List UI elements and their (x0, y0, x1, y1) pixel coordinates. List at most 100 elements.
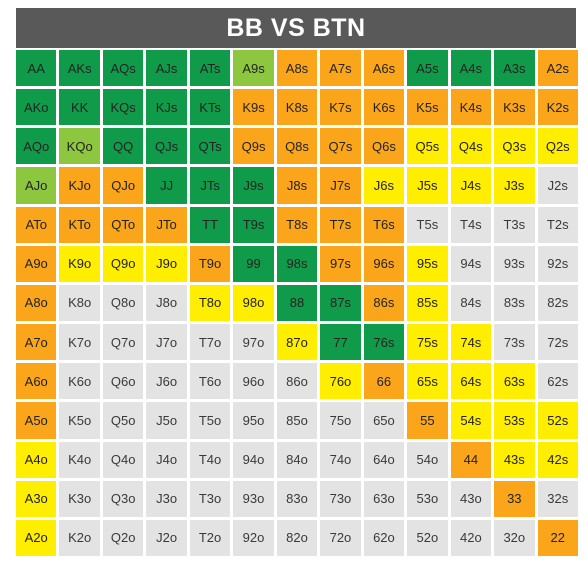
hand-cell[interactable]: K4s (450, 89, 492, 126)
hand-cell[interactable]: T5s (407, 206, 448, 243)
hand-cell[interactable]: T8o (189, 284, 231, 322)
hand-cell[interactable]: 98o (233, 284, 274, 322)
hand-cell[interactable]: 65s (407, 363, 448, 400)
hand-cell[interactable]: T7o (189, 324, 231, 361)
hand-cell[interactable]: Q3o (102, 480, 144, 517)
hand-cell[interactable]: KQo (59, 128, 100, 165)
hand-cell[interactable]: T9s (233, 206, 274, 243)
hand-cell[interactable]: 64o (363, 441, 405, 478)
hand-cell[interactable]: A3s (494, 50, 535, 87)
hand-cell[interactable]: Q9o (102, 245, 144, 282)
hand-cell[interactable]: Q2o (102, 519, 144, 556)
hand-cell[interactable]: A5o (16, 402, 57, 439)
hand-cell[interactable]: ATs (189, 50, 231, 87)
hand-cell[interactable]: 84s (450, 284, 492, 322)
hand-cell[interactable]: 54o (407, 441, 448, 478)
hand-cell[interactable]: Q6s (363, 128, 405, 165)
hand-cell[interactable]: 82o (276, 519, 318, 556)
hand-cell[interactable]: Q8o (102, 284, 144, 322)
hand-cell[interactable]: J3o (146, 480, 187, 517)
hand-cell[interactable]: A3o (16, 480, 57, 517)
hand-cell[interactable]: 72s (537, 324, 578, 361)
hand-cell[interactable]: 96o (233, 363, 274, 400)
hand-cell[interactable]: K2s (537, 89, 578, 126)
hand-cell[interactable]: 87o (276, 324, 318, 361)
hand-cell[interactable]: KJo (59, 167, 100, 204)
hand-cell[interactable]: J9o (146, 245, 187, 282)
hand-cell[interactable]: KTo (59, 206, 100, 243)
hand-cell[interactable]: 52o (407, 519, 448, 556)
hand-cell[interactable]: K7o (59, 324, 100, 361)
hand-cell[interactable]: A9o (16, 245, 57, 282)
hand-cell[interactable]: TT (189, 206, 231, 243)
hand-cell[interactable]: 85o (276, 402, 318, 439)
hand-cell[interactable]: J6s (363, 167, 405, 204)
hand-cell[interactable]: 82s (537, 284, 578, 322)
hand-cell[interactable]: 74s (450, 324, 492, 361)
hand-cell[interactable]: A8o (16, 284, 57, 322)
hand-cell[interactable]: 87s (320, 284, 361, 322)
hand-cell[interactable]: 98s (276, 245, 318, 282)
hand-cell[interactable]: T3s (494, 206, 535, 243)
hand-cell[interactable]: Q5o (102, 402, 144, 439)
hand-cell[interactable]: QJs (146, 128, 187, 165)
hand-cell[interactable]: Q9s (233, 128, 274, 165)
hand-cell[interactable]: AKs (59, 50, 100, 87)
hand-cell[interactable]: 53s (494, 402, 535, 439)
hand-cell[interactable]: 93o (233, 480, 274, 517)
hand-cell[interactable]: Q8s (276, 128, 318, 165)
hand-cell[interactable]: 43o (450, 480, 492, 517)
hand-cell[interactable]: Q4o (102, 441, 144, 478)
hand-cell[interactable]: 76o (320, 363, 361, 400)
hand-cell[interactable]: 52s (537, 402, 578, 439)
hand-cell[interactable]: A4s (450, 50, 492, 87)
hand-cell[interactable]: 73s (494, 324, 535, 361)
hand-cell[interactable]: 76s (363, 324, 405, 361)
hand-cell[interactable]: J8s (276, 167, 318, 204)
hand-cell[interactable]: 95s (407, 245, 448, 282)
hand-cell[interactable]: QTo (102, 206, 144, 243)
hand-cell[interactable]: 32s (537, 480, 578, 517)
hand-cell[interactable]: 88 (276, 284, 318, 322)
hand-cell[interactable]: 22 (537, 519, 578, 556)
hand-cell[interactable]: T4o (189, 441, 231, 478)
hand-cell[interactable]: T6o (189, 363, 231, 400)
hand-cell[interactable]: K2o (59, 519, 100, 556)
hand-cell[interactable]: 66 (363, 363, 405, 400)
hand-cell[interactable]: A4o (16, 441, 57, 478)
hand-cell[interactable]: T6s (363, 206, 405, 243)
hand-cell[interactable]: 63s (494, 363, 535, 400)
hand-cell[interactable]: 65o (363, 402, 405, 439)
hand-cell[interactable]: 33 (494, 480, 535, 517)
hand-cell[interactable]: Q5s (407, 128, 448, 165)
hand-cell[interactable]: 77 (320, 324, 361, 361)
hand-cell[interactable]: 73o (320, 480, 361, 517)
hand-cell[interactable]: J4s (450, 167, 492, 204)
hand-cell[interactable]: QTs (189, 128, 231, 165)
hand-cell[interactable]: 92s (537, 245, 578, 282)
hand-cell[interactable]: 43s (494, 441, 535, 478)
hand-cell[interactable]: K6s (363, 89, 405, 126)
hand-cell[interactable]: JJ (146, 167, 187, 204)
hand-cell[interactable]: A6s (363, 50, 405, 87)
hand-cell[interactable]: Q7s (320, 128, 361, 165)
hand-cell[interactable]: 32o (494, 519, 535, 556)
hand-cell[interactable]: K3o (59, 480, 100, 517)
hand-cell[interactable]: AJs (146, 50, 187, 87)
hand-cell[interactable]: AKo (16, 89, 57, 126)
hand-cell[interactable]: 97s (320, 245, 361, 282)
hand-cell[interactable]: 62o (363, 519, 405, 556)
hand-cell[interactable]: 86s (363, 284, 405, 322)
hand-cell[interactable]: J2o (146, 519, 187, 556)
hand-cell[interactable]: AQo (16, 128, 57, 165)
hand-cell[interactable]: QJo (102, 167, 144, 204)
hand-cell[interactable]: KQs (102, 89, 144, 126)
hand-cell[interactable]: 95o (233, 402, 274, 439)
hand-cell[interactable]: J5o (146, 402, 187, 439)
hand-cell[interactable]: J7s (320, 167, 361, 204)
hand-cell[interactable]: A6o (16, 363, 57, 400)
hand-cell[interactable]: 44 (450, 441, 492, 478)
hand-cell[interactable]: 75s (407, 324, 448, 361)
hand-cell[interactable]: A7o (16, 324, 57, 361)
hand-cell[interactable]: KK (59, 89, 100, 126)
